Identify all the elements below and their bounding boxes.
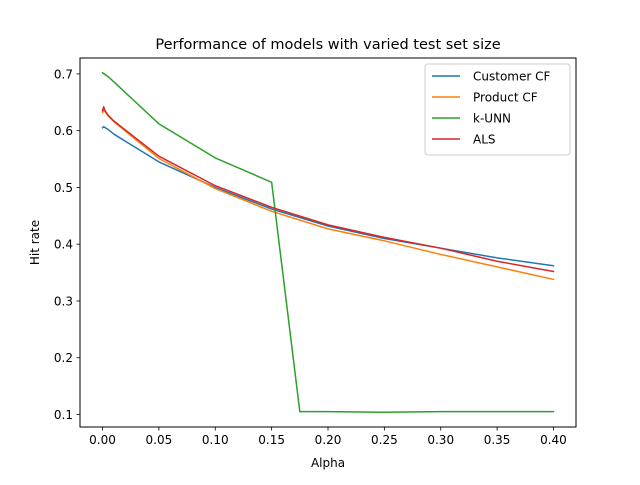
series-line-k-unn [101,71,555,413]
x-tick-label: 0.30 [427,433,454,447]
y-axis-ticks: 0.1 0.2 0.3 0.4 0.5 0.6 0.7 [54,67,80,422]
x-axis-ticks: 0.00 0.05 0.10 0.15 0.20 0.25 0.30 0.35 0.40 [89,427,567,447]
x-tick-label: 0.10 [202,433,229,447]
x-tick-label: 0.40 [540,433,567,447]
series-line-als [101,106,555,273]
legend-label: Customer CF [473,70,550,84]
x-tick-label: 0.05 [146,433,173,447]
x-tick-label: 0.35 [484,433,511,447]
y-tick-label: 0.3 [54,294,73,308]
x-axis-label: Alpha [311,456,345,470]
x-tick-label: 0.00 [89,433,116,447]
legend-label: ALS [473,133,496,147]
axes-frame [79,57,577,428]
series-lines [101,71,555,413]
x-tick-label: 0.20 [315,433,342,447]
y-tick-label: 0.5 [54,181,73,195]
y-axis-label: Hit rate [28,220,42,265]
x-tick-label: 0.15 [258,433,285,447]
chart-title: Performance of models with varied test s… [155,37,500,53]
legend: Customer CF Product CF k-UNN ALS [424,63,571,156]
legend-box [424,63,571,156]
y-tick-label: 0.6 [54,124,73,138]
y-tick-label: 0.1 [54,408,73,422]
x-tick-label: 0.25 [371,433,398,447]
legend-label: k-UNN [473,112,511,126]
y-tick-label: 0.7 [54,67,73,81]
legend-label: Product CF [473,91,538,105]
y-tick-label: 0.2 [54,351,73,365]
y-tick-label: 0.4 [54,238,73,252]
